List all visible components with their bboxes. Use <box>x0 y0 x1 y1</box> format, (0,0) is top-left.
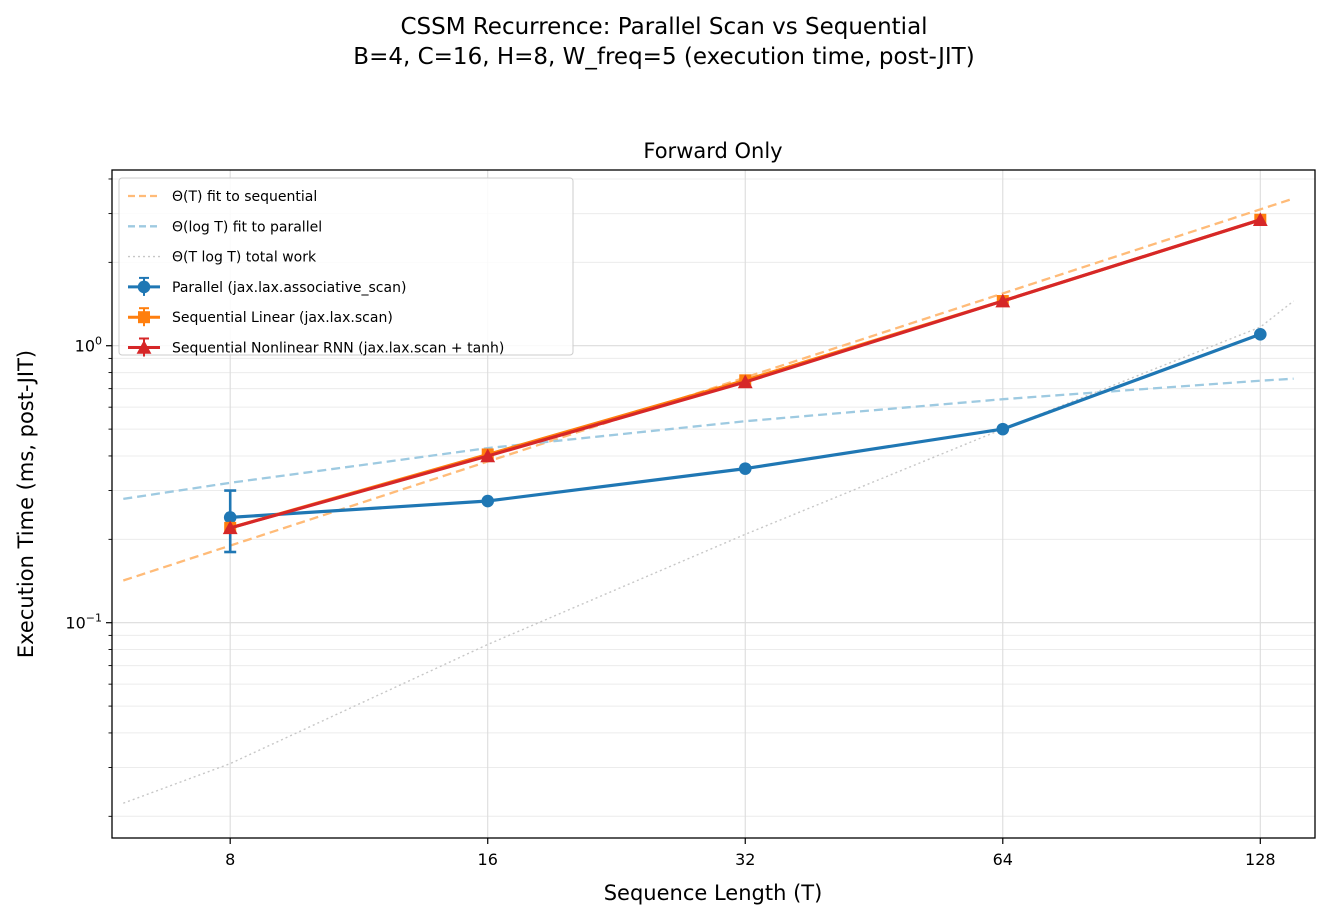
data-series <box>222 212 1268 554</box>
series-3 <box>222 212 1268 535</box>
x-tick-label: 128 <box>1245 850 1276 869</box>
legend-marker <box>137 280 151 294</box>
y-axis-label: Execution Time (ms, post-JIT) <box>14 350 38 658</box>
axes-title: Forward Only <box>643 139 782 163</box>
legend-label: Sequential Linear (jax.lax.scan) <box>172 310 393 326</box>
x-tick-label: 64 <box>993 850 1013 869</box>
y-tick-label: 10−1 <box>65 612 102 633</box>
fit-lines <box>122 197 1295 804</box>
legend-label: Θ(T log T) total work <box>172 250 317 266</box>
series-1 <box>223 327 1267 554</box>
fit-line-3 <box>123 300 1295 804</box>
fit-line-2 <box>123 377 1294 501</box>
x-tick-label: 16 <box>478 850 498 869</box>
legend-label: Θ(log T) fit to parallel <box>172 219 322 235</box>
data-point <box>737 374 753 389</box>
data-point <box>995 293 1011 308</box>
legend-label: Sequential Nonlinear RNN (jax.lax.scan +… <box>172 341 504 357</box>
fit-line-1 <box>122 197 1294 582</box>
data-point <box>223 511 237 524</box>
data-point <box>222 520 238 535</box>
grid-lines <box>112 170 1315 838</box>
legend-label: Θ(T) fit to sequential <box>172 189 317 205</box>
suptitle-line1: CSSM Recurrence: Parallel Scan vs Sequen… <box>400 14 927 40</box>
data-point <box>480 448 496 463</box>
data-point <box>1254 327 1267 341</box>
x-axis-label: Sequence Length (T) <box>604 881 823 905</box>
axes-frame <box>111 169 1316 839</box>
x-ticks: 8 16 32 64 128 <box>225 838 1276 869</box>
y-ticks: 100 10−1 <box>65 178 112 817</box>
y-tick-label: 100 <box>75 335 102 356</box>
x-tick-label: 32 <box>735 850 755 869</box>
legend-marker <box>138 311 150 324</box>
x-tick-label: 8 <box>225 850 235 869</box>
legend-label: Parallel (jax.lax.associative_scan) <box>172 280 406 296</box>
suptitle-line2: B=4, C=16, H=8, W_freq=5 (execution time… <box>353 44 974 70</box>
legend-box <box>118 177 574 356</box>
data-point <box>738 462 752 475</box>
data-point <box>996 422 1010 436</box>
legend-marker <box>136 340 152 354</box>
data-point <box>1252 212 1268 227</box>
data-point <box>481 494 495 508</box>
legend: Θ(T) fit to sequential Θ(log T) fit to pa… <box>118 177 574 357</box>
